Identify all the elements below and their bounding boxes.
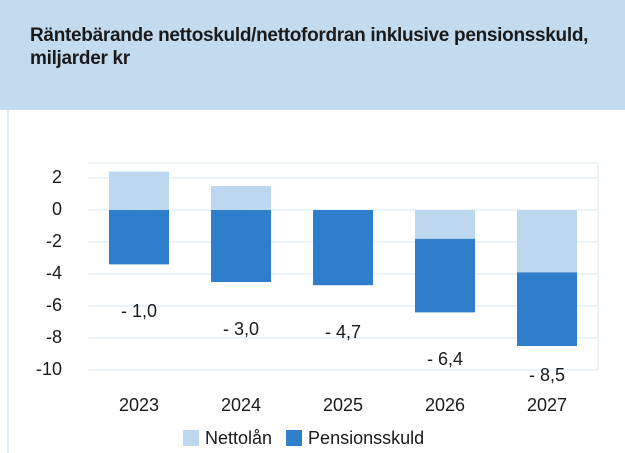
chart-title: Räntebärande nettoskuld/nettofordran ink… <box>30 25 589 69</box>
bar <box>313 210 373 286</box>
bar <box>415 210 475 239</box>
x-tick-label: 2023 <box>119 395 159 415</box>
legend-label: Pensionsskuld <box>308 428 424 448</box>
y-tick-label: 0 <box>52 199 62 219</box>
legend-swatch <box>183 430 199 446</box>
y-tick-label: 2 <box>52 167 62 187</box>
data-label: - 4,7 <box>325 322 361 342</box>
y-tick-label: -6 <box>46 295 62 315</box>
bar <box>517 210 577 273</box>
header: Räntebärande nettoskuld/nettofordran ink… <box>0 0 625 110</box>
y-tick-label: -8 <box>46 327 62 347</box>
legend-label: Nettolån <box>205 428 272 448</box>
data-label: - 6,4 <box>427 349 463 369</box>
x-tick-label: 2024 <box>221 395 261 415</box>
bar <box>211 186 271 210</box>
y-tick-label: -10 <box>36 359 62 379</box>
bar <box>109 210 169 265</box>
bar <box>211 210 271 282</box>
legend-swatch <box>286 430 303 446</box>
y-tick-label: -4 <box>46 263 62 283</box>
x-tick-label: 2025 <box>323 395 363 415</box>
bar <box>517 272 577 346</box>
x-tick-label: 2027 <box>527 395 567 415</box>
bar <box>415 238 475 313</box>
data-label: - 1,0 <box>121 301 157 321</box>
y-tick-label: -2 <box>46 231 62 251</box>
data-label: - 3,0 <box>223 319 259 339</box>
data-label: - 8,5 <box>529 365 565 385</box>
bar <box>109 171 169 210</box>
x-tick-label: 2026 <box>425 395 465 415</box>
